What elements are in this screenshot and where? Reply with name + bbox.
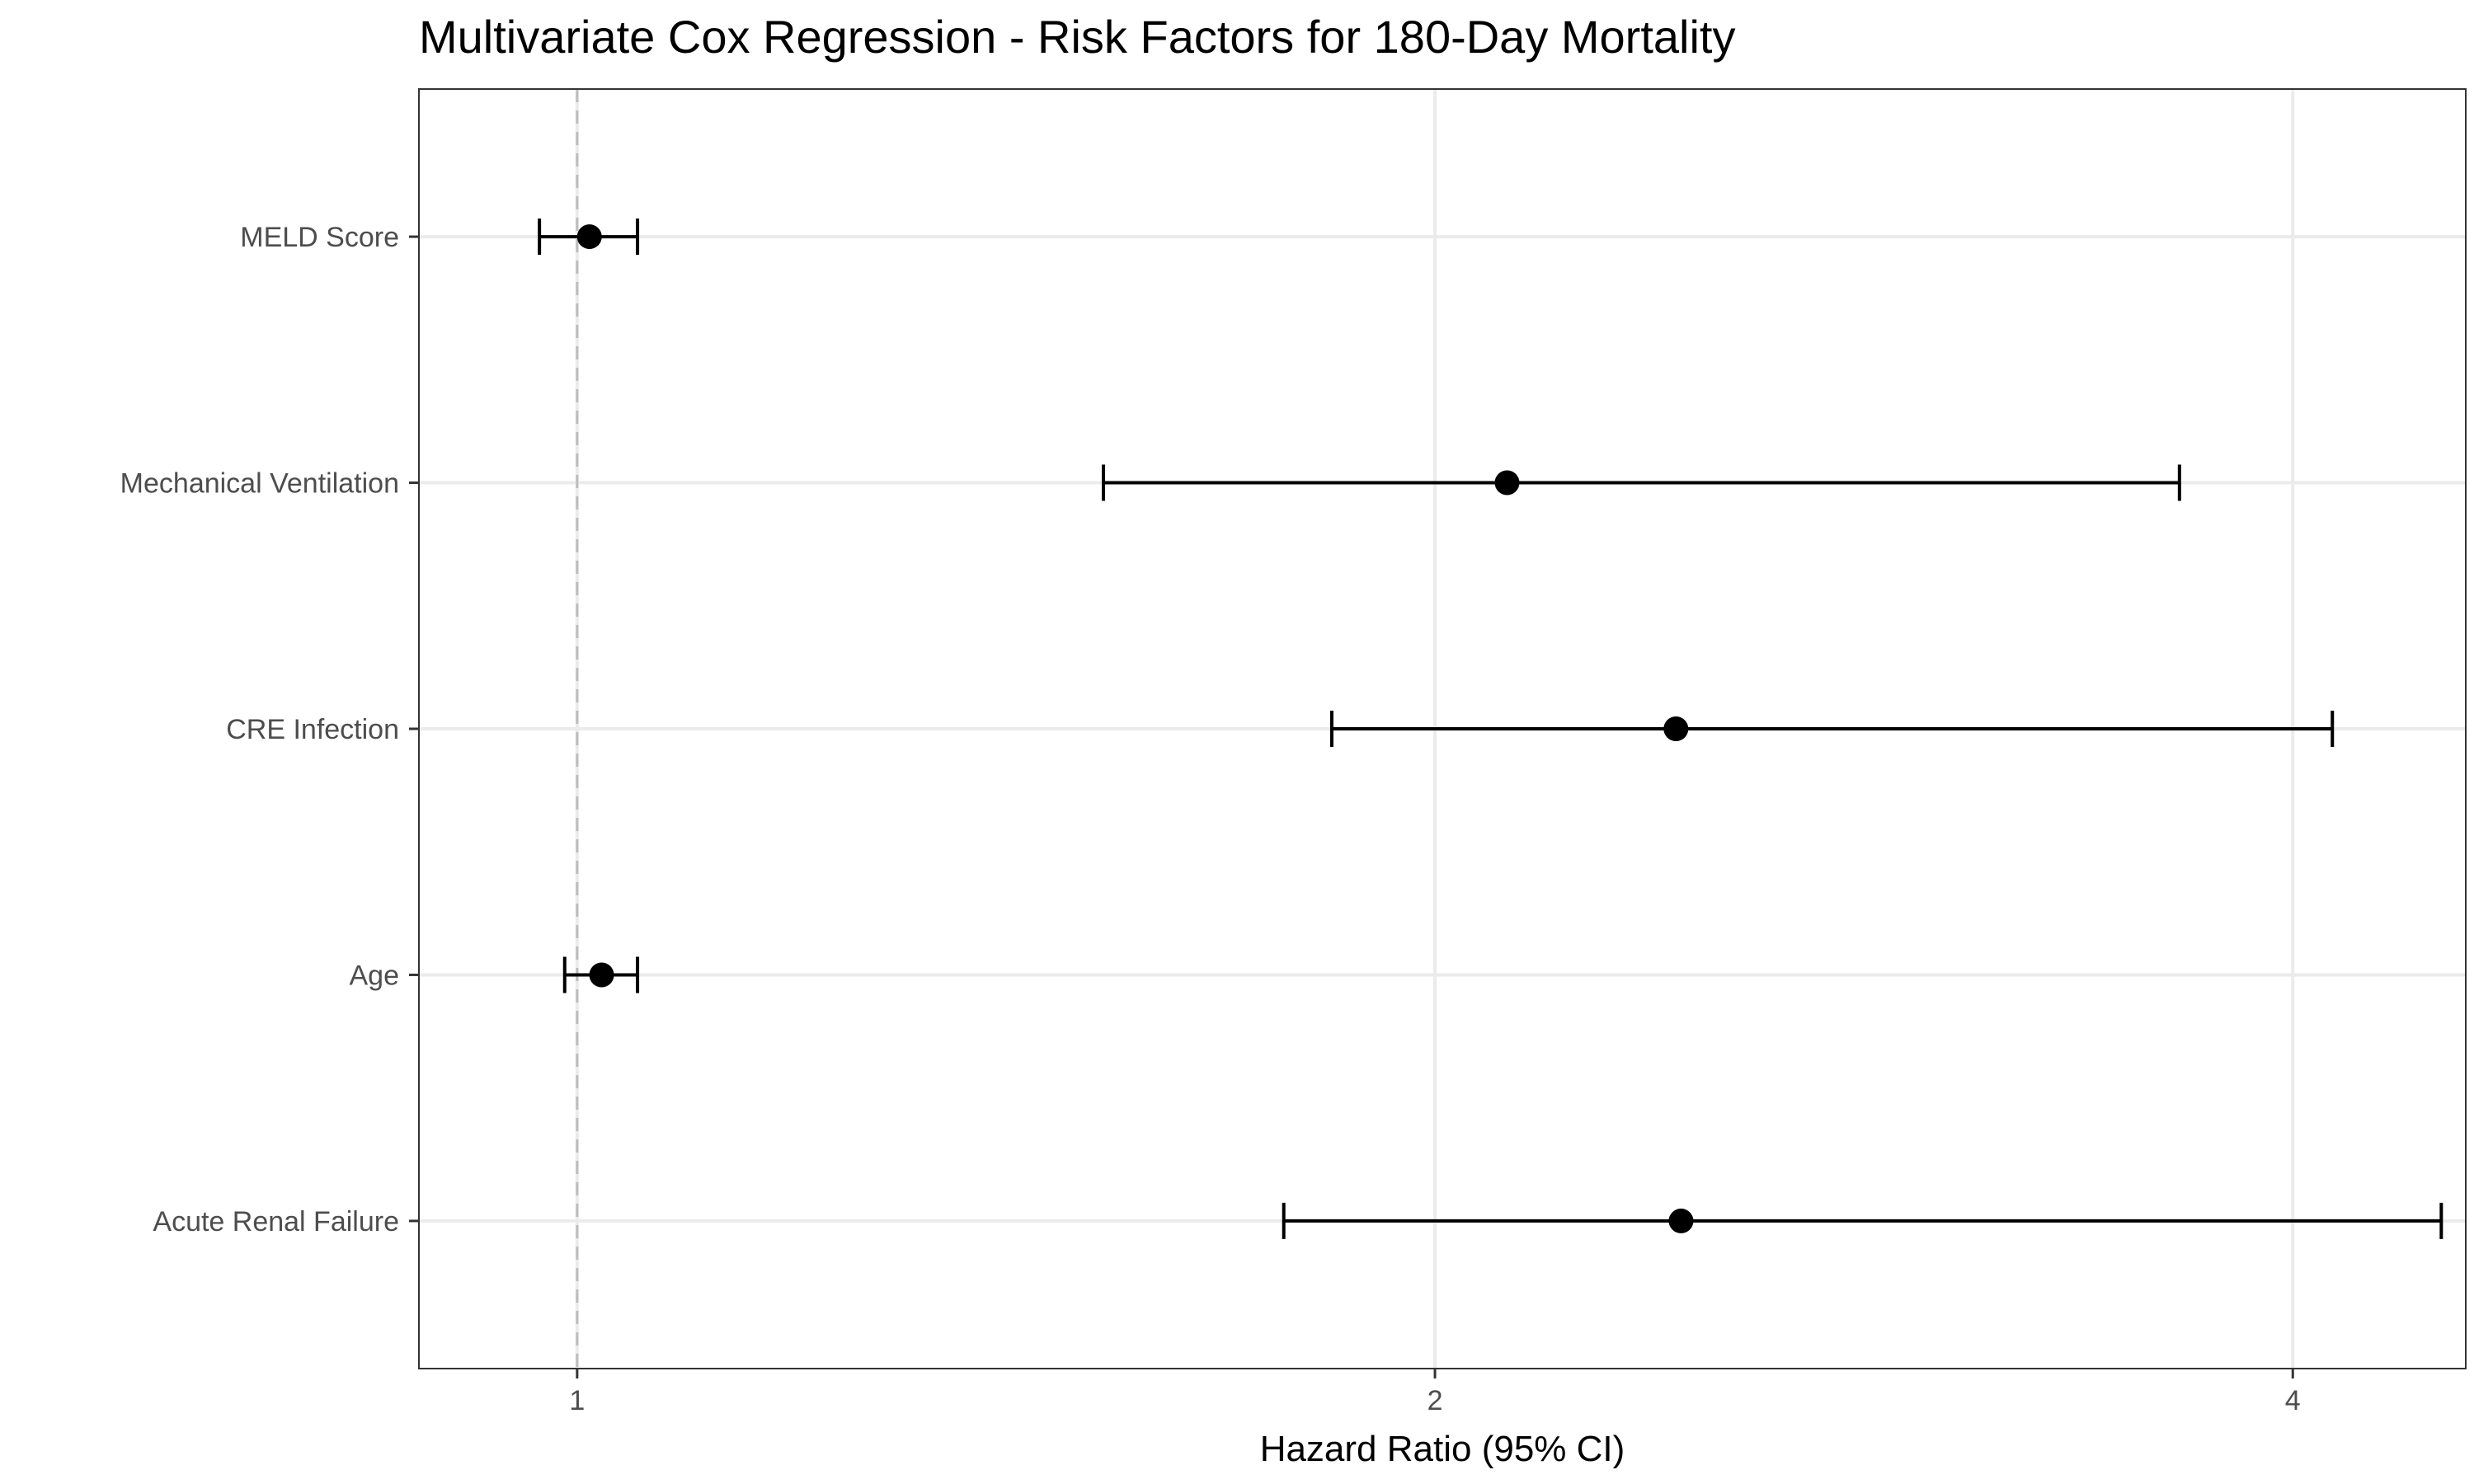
y-tick-label: CRE Infection (226, 714, 399, 745)
x-tick-label: 1 (569, 1385, 585, 1416)
panel-border (418, 88, 2467, 1369)
axes: MELD Score Mechanical Ventilation CRE Infe… (120, 222, 2301, 1469)
data-marks (538, 218, 2443, 1239)
y-tick-label: Acute Renal Failure (153, 1206, 399, 1237)
x-tick-label: 2 (1427, 1385, 1443, 1416)
hazard-ratio-point (576, 224, 602, 250)
x-tick-label: 4 (2285, 1385, 2301, 1416)
hazard-ratio-point (589, 962, 614, 988)
chart-title: Multivariate Cox Regression - Risk Facto… (419, 11, 1736, 63)
y-tick-label: Mechanical Ventilation (120, 468, 399, 500)
x-axis-title: Hazard Ratio (95% CI) (1260, 1429, 1625, 1469)
hazard-ratio-point (1668, 1208, 1694, 1233)
hazard-ratio-point (1494, 470, 1520, 495)
hazard-ratio-point (1663, 716, 1689, 741)
y-tick-label: Age (350, 960, 400, 991)
y-tick-label: MELD Score (240, 222, 399, 253)
